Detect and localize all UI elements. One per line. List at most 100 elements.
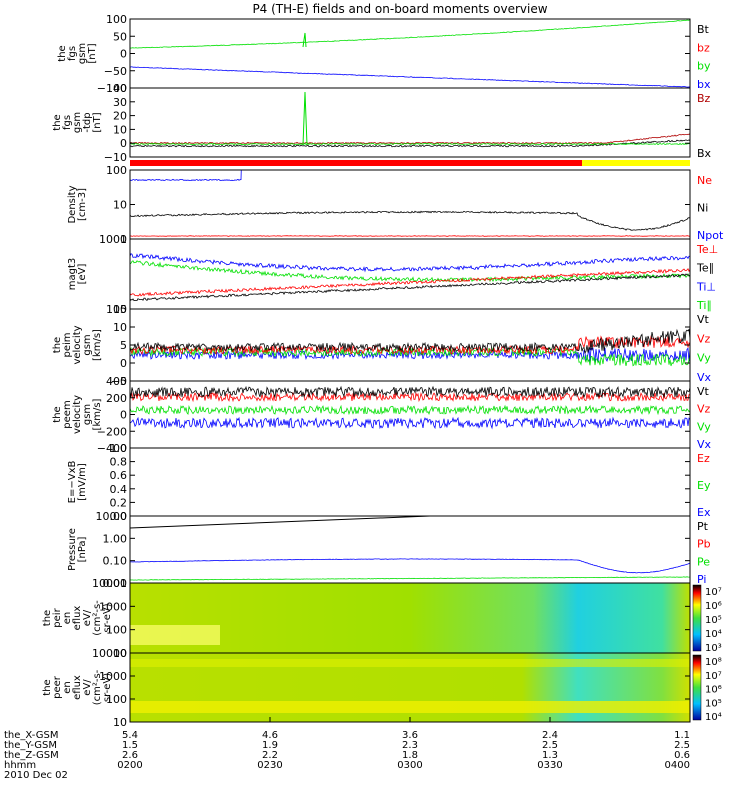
legend-Ey: Ey — [697, 479, 711, 492]
legend-Ne: Ne — [697, 174, 712, 187]
panel-plot-area — [130, 516, 690, 581]
series-Ne — [130, 235, 690, 237]
footer-value: 2.5 — [542, 740, 558, 751]
panel-7: 1.00.80.60.40.20.0 E=−VxB[mV/m] Ez Ey Ex — [67, 442, 711, 523]
y-tick-label: 10000 — [92, 647, 127, 660]
panel-3: 100 10 1 Density[cm-3] Ne Ni Npot — [67, 164, 724, 246]
panel-frame — [129, 447, 691, 517]
legend-Ni: Ni — [697, 202, 708, 215]
series-Pi — [130, 558, 690, 574]
y-axis-label: thepeemvelocitygsm[km/s] — [52, 395, 103, 434]
panel-plot-area — [130, 91, 690, 148]
y-label-line: Density — [67, 185, 78, 223]
y-tick-label: 10000 — [92, 577, 127, 590]
panel-9: 10000100010010thepeirenefluxeV/(cm²-s-sr… — [42, 577, 722, 660]
y-tick-label: −200 — [97, 425, 127, 438]
series-by — [130, 19, 690, 49]
legend-Vy: Vy — [697, 352, 711, 365]
panel-plot-area — [130, 653, 690, 722]
colorbar-label: 10³ — [705, 643, 722, 654]
y-tick-label: 0.01 — [103, 577, 128, 590]
panel-frame — [129, 238, 691, 310]
y-tick-label: 100 — [106, 303, 127, 316]
footer-value: 2.3 — [402, 740, 418, 751]
footer-value: 5.4 — [122, 730, 138, 741]
legend-Vt: Vt — [697, 313, 710, 326]
y-tick-label: 0.2 — [110, 496, 128, 509]
y-tick-label: 0 — [120, 48, 127, 61]
spike-By — [302, 91, 308, 146]
y-label-line: Pressure — [67, 528, 78, 571]
series-Vy — [130, 404, 690, 416]
footer-value: 1.8 — [402, 750, 418, 761]
series-Pt — [130, 516, 431, 529]
legend-Te∥: Te∥ — [696, 262, 714, 275]
footer-value: 1.5 — [122, 740, 138, 751]
mode-bar-red — [130, 160, 582, 166]
y-tick-label: 1 — [120, 233, 127, 246]
legend-bz: bz — [697, 41, 710, 54]
y-label-line: gsm — [72, 112, 83, 133]
panel-plot-area — [130, 385, 690, 430]
legend-Pb: Pb — [697, 538, 711, 551]
y-tick-label: 10.00 — [96, 510, 128, 523]
legend-bx: bx — [697, 78, 711, 91]
y-tick-label: 10 — [113, 716, 127, 729]
y-label-line: the — [52, 337, 63, 353]
legend-Bt: Bt — [697, 23, 710, 36]
y-label-line: the — [42, 610, 53, 626]
y-tick-label: 10 — [113, 199, 127, 212]
panel-frame — [129, 515, 691, 584]
series-Npot — [130, 170, 242, 182]
y-tick-label: 10 — [113, 123, 127, 136]
legend-Ex: Ex — [697, 506, 711, 519]
legend-Vy: Vy — [697, 420, 711, 433]
y-tick-label: 40 — [113, 82, 127, 95]
colorbar-label: 10⁶ — [705, 685, 722, 696]
panel-frame — [129, 87, 691, 158]
y-label-line: peim — [62, 332, 73, 357]
y-tick-label: 1.00 — [103, 532, 128, 545]
y-label-line: [mV/m] — [77, 463, 88, 501]
panel-1: 100 50 0 −50 −100 thefgsgsm[nT] Bt bz by bx — [57, 13, 711, 95]
footer-row-label: the_Y-GSM — [4, 740, 57, 751]
y-tick-label: 100 — [106, 624, 127, 637]
panel-6: 400 200 0 −200 −400 thepeemvelocitygsm[km/s] V… — [52, 375, 712, 455]
y-tick-label: 400 — [106, 375, 127, 388]
footer-value: 0200 — [117, 760, 142, 771]
series-Vz — [130, 335, 690, 356]
y-tick-label: 100 — [106, 13, 127, 26]
legend-Bx: Bx — [697, 147, 712, 160]
panels-group: 100500−50−100thefgsgsm[nT]Btbzbybx403020… — [42, 13, 724, 729]
y-tick-label: 0.0 — [110, 510, 128, 523]
legend-Vt: Vt — [697, 385, 710, 398]
y-label-line: peer — [52, 675, 63, 699]
y-label-line: [eV] — [77, 264, 88, 285]
y-tick-label: 0.4 — [110, 483, 128, 496]
y-label-line: fgs — [62, 115, 73, 130]
y-tick-label: 0 — [120, 137, 127, 150]
spec-band — [130, 659, 690, 667]
y-axis-label: Pressure[nPa] — [67, 528, 88, 571]
colorbar-label: 10⁵ — [705, 698, 722, 709]
footer-value: 2.5 — [674, 740, 690, 751]
colorbar-label: 10⁶ — [705, 601, 722, 612]
series-Bx — [130, 139, 690, 148]
series-Vt — [130, 385, 690, 399]
series-Pe — [130, 576, 690, 581]
panel-plot-area — [130, 328, 690, 367]
panel-plot-area — [130, 253, 690, 302]
series-Tipar — [130, 260, 690, 283]
y-tick-label: −5 — [111, 375, 127, 388]
y-tick-label: 0.8 — [110, 456, 128, 469]
y-label-line: en — [62, 681, 73, 694]
y-label-line: gsm — [77, 43, 88, 64]
y-label-line: velocity — [72, 395, 83, 434]
footer-value: 0.6 — [674, 750, 690, 761]
colorbar-label: 10⁴ — [705, 712, 722, 723]
legend-Bz: Bz — [697, 92, 711, 105]
legend-Te⊥: Te⊥ — [696, 243, 718, 256]
legend-Npot: Npot — [697, 229, 724, 242]
legend-Vx: Vx — [697, 371, 712, 384]
y-tick-label: 20 — [113, 110, 127, 123]
